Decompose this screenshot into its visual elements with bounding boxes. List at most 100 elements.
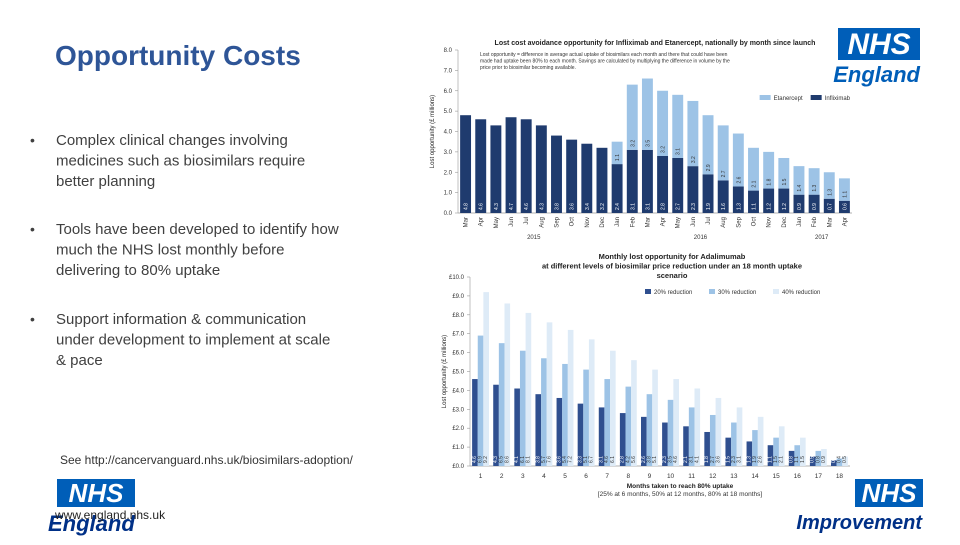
x-tick-label: Mar	[645, 217, 651, 227]
data-label: 4.6	[604, 456, 610, 463]
bullet-text: much the NHS lost monthly before	[56, 242, 284, 259]
bar	[752, 430, 758, 466]
x-tick-label: 15	[772, 473, 780, 480]
bar-segment	[793, 166, 805, 195]
bar-segment	[505, 117, 517, 213]
x-tick-label: Oct	[752, 217, 758, 227]
bar-segment	[672, 157, 684, 213]
bullet-dot: •	[30, 311, 35, 327]
data-label: 5.4	[562, 456, 568, 463]
chart-title: scenario	[657, 271, 688, 280]
bar	[836, 458, 843, 466]
data-label: 2.1	[779, 456, 785, 463]
bar	[625, 386, 632, 466]
data-label: 3.2	[691, 156, 697, 163]
x-tick-label: May	[676, 217, 682, 228]
x-tick-label: Jan	[615, 217, 621, 227]
data-label: 3.6	[556, 456, 562, 463]
data-label: 3.2	[600, 203, 606, 210]
data-label: 0.9	[797, 203, 803, 210]
data-label: 0.9	[821, 456, 827, 463]
bar	[709, 414, 716, 466]
bar-segment	[717, 125, 729, 181]
y-tick-label: £5.0	[452, 370, 464, 376]
bar	[821, 448, 827, 466]
bar	[815, 450, 822, 466]
bar-segment	[566, 139, 578, 213]
bar	[514, 388, 520, 466]
bar	[778, 426, 785, 466]
x-tick-label: May	[494, 217, 500, 228]
bar	[736, 407, 743, 466]
bullet-dot: •	[30, 221, 35, 237]
x-tick-label: 3	[521, 473, 525, 480]
data-label: 6.1	[520, 456, 526, 463]
data-label: 2.3	[691, 203, 697, 210]
y-tick-label: 4.0	[444, 130, 453, 136]
data-label: 7.6	[547, 456, 553, 463]
data-label: 6.9	[478, 456, 484, 463]
bar-segment	[717, 180, 729, 213]
bar	[631, 360, 637, 466]
bar-segment	[641, 78, 653, 150]
data-label: 1.1	[615, 154, 621, 161]
data-label: 3.1	[645, 203, 651, 210]
logo-mark: NHS	[862, 478, 918, 508]
bar-segment	[641, 149, 653, 213]
x-tick-label: Feb	[630, 216, 636, 227]
data-label: 3.1	[599, 456, 605, 463]
data-label: 3.8	[646, 456, 652, 463]
data-label: 2.6	[758, 456, 764, 463]
data-label: 4.6	[524, 203, 530, 210]
chart-subtitle: price prior to biosimilar becoming avail…	[480, 65, 576, 71]
x-tick-label: 17	[815, 473, 823, 480]
data-label: 0.5	[810, 456, 816, 463]
data-label: 1.3	[827, 189, 833, 196]
bar-segment	[732, 186, 744, 213]
x-tick-label: 5	[563, 473, 567, 480]
bar-segment	[838, 200, 850, 213]
legend-label: Infliximab	[825, 96, 851, 102]
bar-segment	[657, 155, 669, 213]
slide-title: Opportunity Costs	[55, 40, 301, 71]
x-tick-label: Jun	[509, 217, 515, 227]
bar	[610, 350, 616, 466]
x-tick-label: Nov	[585, 217, 591, 228]
bar	[588, 339, 595, 466]
y-tick-label: £9.0	[452, 294, 464, 300]
bar-segment	[702, 174, 714, 213]
logo-mark: NHS	[847, 28, 910, 61]
x-tick-label: Jan	[797, 217, 803, 227]
x-tick-label: 2	[500, 473, 504, 480]
y-tick-label: 5.0	[444, 109, 453, 115]
data-label: 3.1	[689, 456, 695, 463]
y-tick-label: £7.0	[452, 332, 464, 338]
bar	[662, 422, 668, 466]
y-tick-label: 7.0	[444, 68, 453, 74]
bar	[667, 399, 674, 466]
data-label: 1.3	[746, 456, 752, 463]
chart-title: at different levels of biosimilar price …	[542, 262, 802, 271]
y-tick-label: £2.0	[452, 426, 464, 432]
x-tick-label: 8	[627, 473, 631, 480]
chart-title: Lost cost avoidance opportunity for Infl…	[495, 40, 816, 47]
bar-segment	[581, 143, 593, 213]
logo-org: Improvement	[796, 512, 923, 534]
data-label: 3.2	[661, 146, 667, 153]
x-tick-label: 13	[730, 473, 738, 480]
x-tick-label: Apr	[661, 217, 667, 226]
bar-segment	[687, 166, 699, 213]
bar-segment	[490, 125, 502, 213]
data-label: 4.6	[472, 456, 478, 463]
data-label: 1.1	[842, 191, 848, 198]
bullet-text: & pace	[56, 352, 103, 369]
bar	[519, 350, 526, 466]
x-tick-label: Sep	[736, 216, 742, 227]
data-label: 4.7	[509, 203, 515, 210]
bar	[567, 329, 574, 466]
bar	[525, 312, 532, 466]
legend-swatch	[759, 95, 771, 100]
y-tick-label: £8.0	[452, 313, 464, 319]
bar-segment	[702, 115, 714, 175]
data-label: 1.5	[773, 456, 779, 463]
